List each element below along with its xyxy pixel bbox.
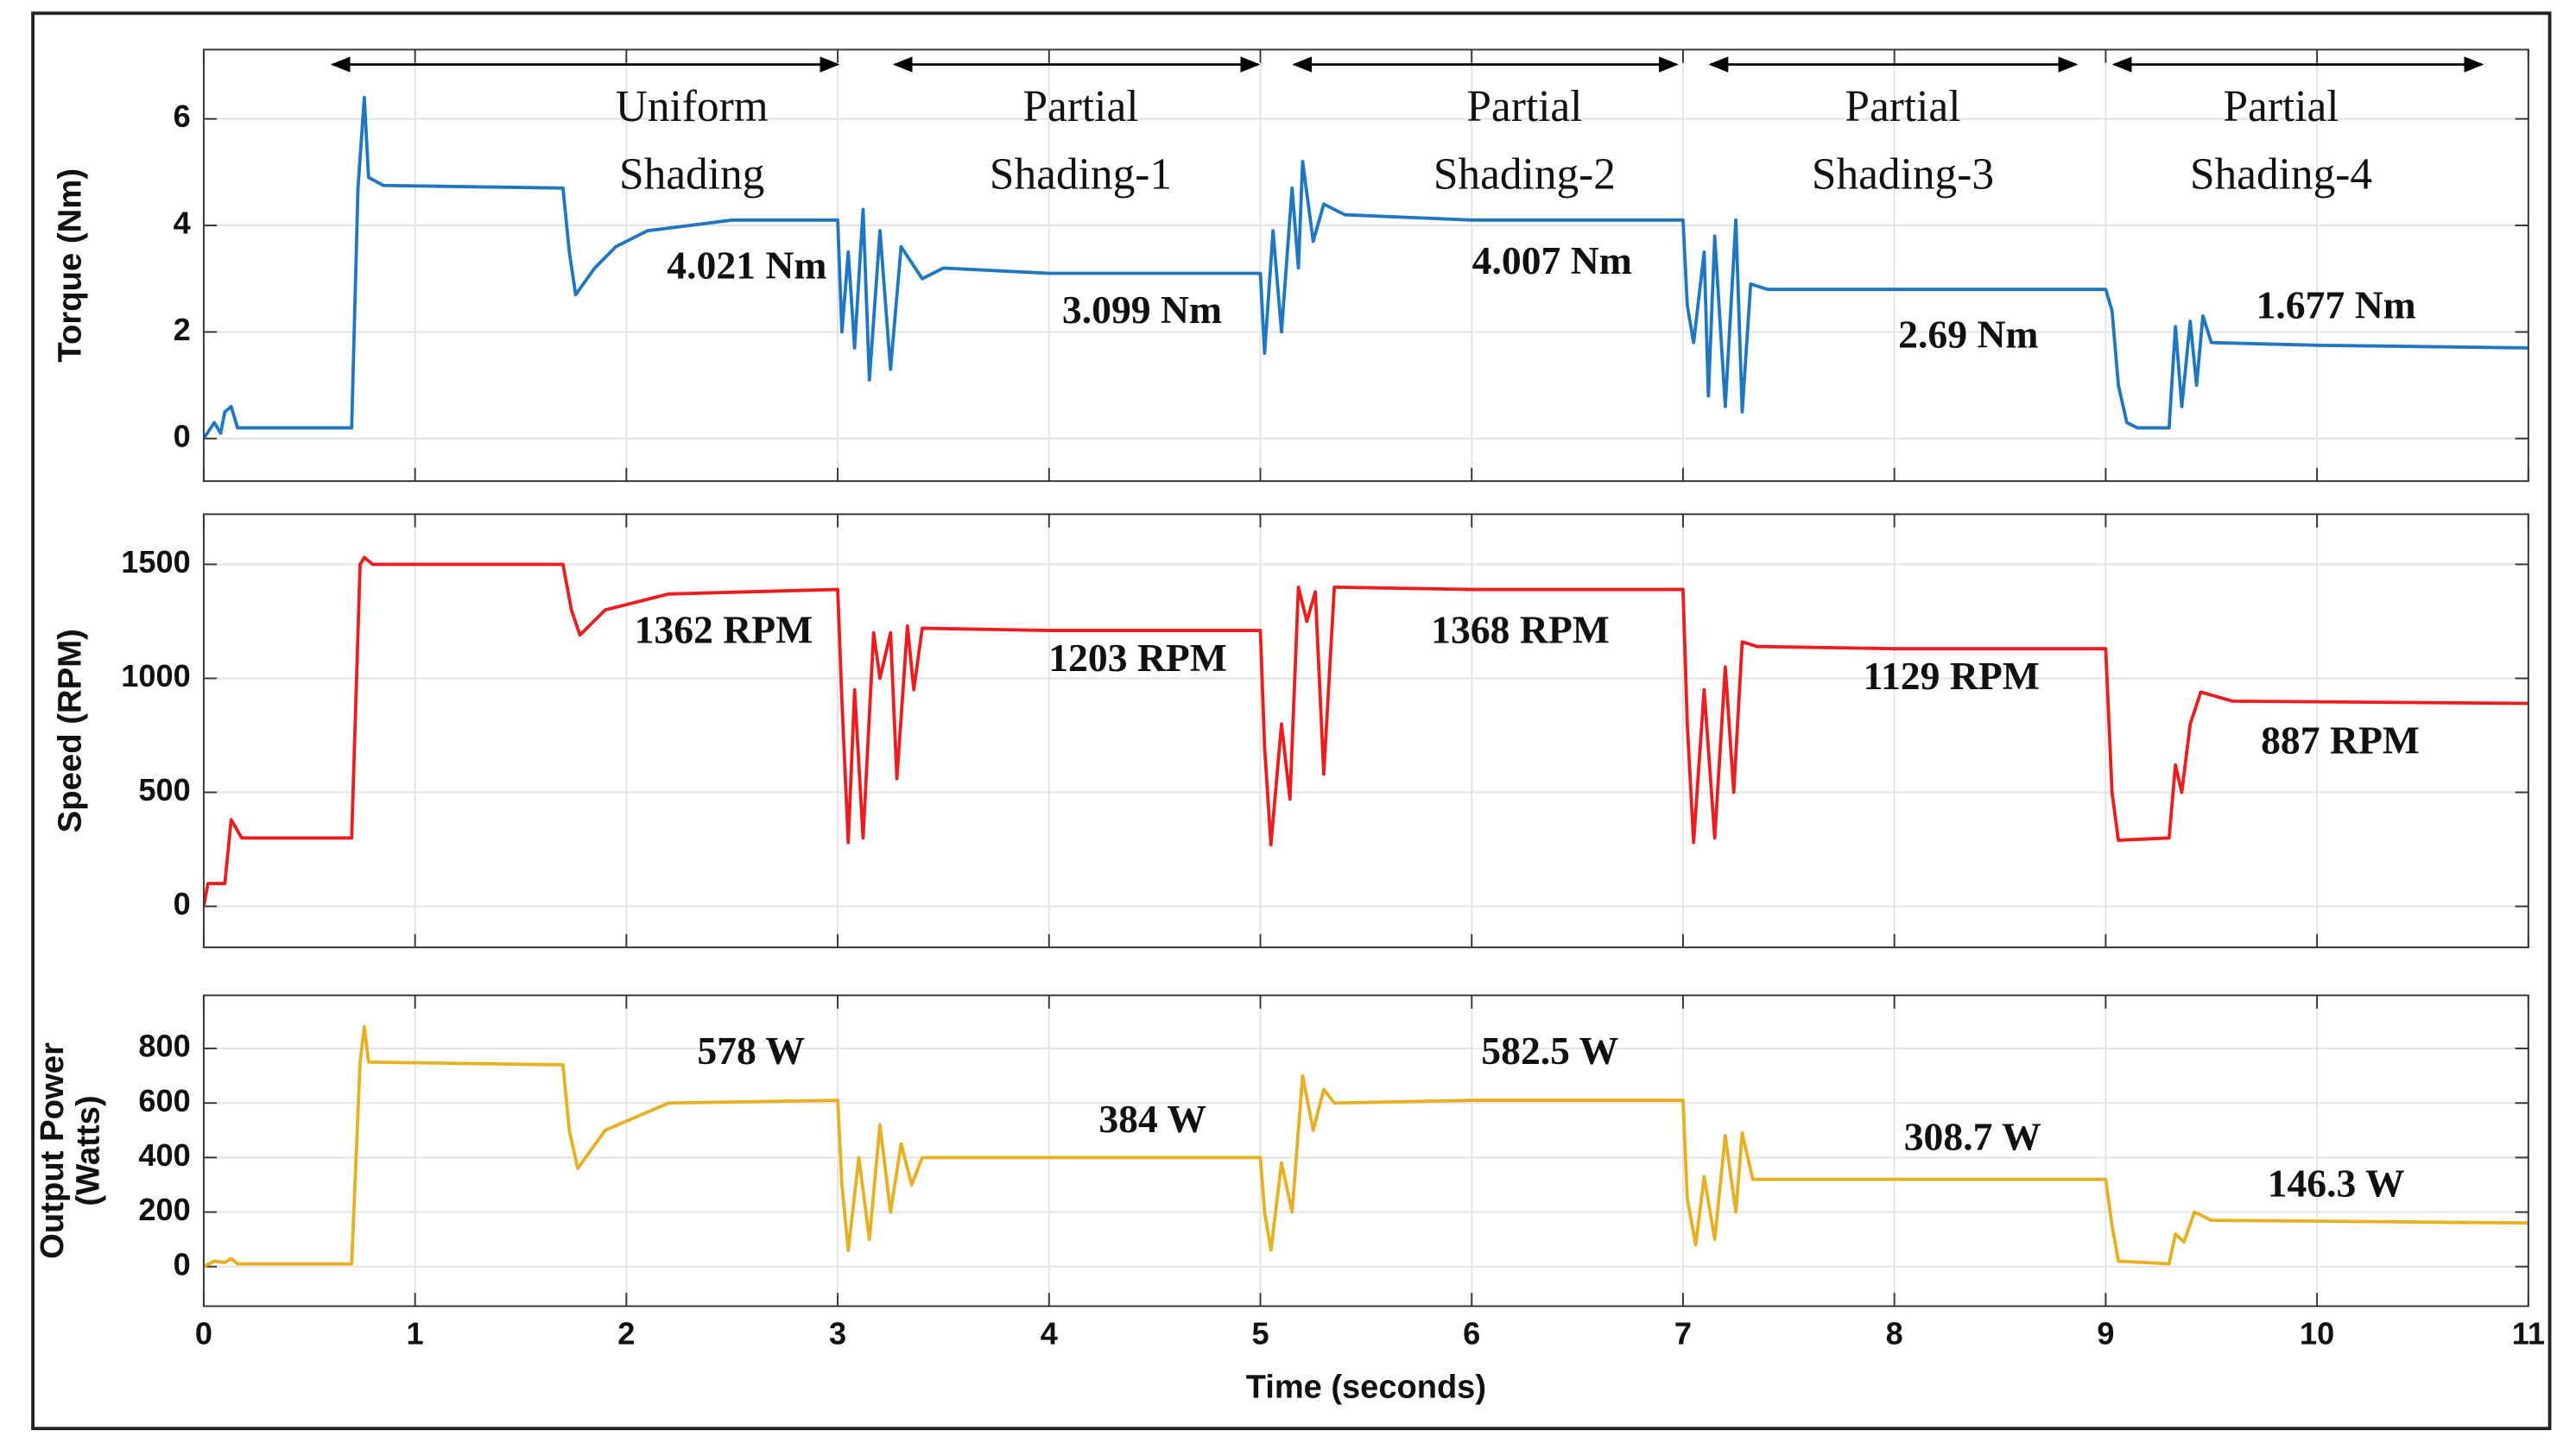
annotation: 4.007 Nm (1472, 238, 1632, 282)
x-tick-label: 8 (1886, 1315, 1903, 1351)
x-tick-label: 3 (829, 1315, 846, 1351)
region-label: Shading (619, 149, 764, 199)
y-tick-label: 6 (174, 98, 191, 134)
y-tick-label: 1000 (121, 658, 190, 693)
y-tick-label: 2 (174, 312, 191, 347)
region-label: Shading-4 (2190, 149, 2372, 199)
annotation: 887 RPM (2261, 718, 2420, 762)
region-label: Partial (1466, 82, 1582, 131)
x-tick-label: 9 (2097, 1315, 2114, 1351)
y-tick-label: 500 (138, 772, 190, 807)
axes-frame (202, 48, 2529, 483)
y-tick-label: 1500 (121, 544, 190, 579)
y-tick-label: 400 (138, 1137, 190, 1173)
subplot: 0 1 2 3 4 5 6 7 8 9 10 11 0 200 400 600 800 Output Power(… (34, 994, 2545, 1405)
x-tick-label: 2 (617, 1315, 635, 1351)
y-tick-label: 0 (174, 886, 191, 921)
subplot: 0 2 4 6 Torque (Nm) 4.021 Nm 3.099 Nm 4.007 Nm 2… (52, 48, 2529, 483)
data-line (203, 96, 2529, 440)
region-label: Shading-3 (1812, 149, 1994, 199)
axes-frame (202, 513, 2529, 948)
y-axis-label: Speed (RPM) (52, 629, 89, 833)
region-label: Shading-2 (1434, 149, 1616, 199)
y-tick-label: 0 (174, 418, 191, 453)
annotation: 1362 RPM (635, 607, 813, 651)
data-line (203, 555, 2529, 907)
annotation: 1203 RPM (1048, 636, 1227, 680)
annotation: 308.7 W (1904, 1115, 2041, 1159)
data-line (203, 1024, 2529, 1269)
region-label: Partial (1022, 82, 1138, 131)
y-tick-label: 200 (138, 1192, 190, 1227)
region-label: Partial (1845, 82, 1960, 131)
y-tick-label: 800 (138, 1029, 190, 1064)
region-label: Shading-1 (990, 149, 1172, 199)
y-axis-label: Torque (Nm) (52, 168, 89, 363)
region-label: Uniform (616, 82, 769, 131)
x-tick-label: 5 (1251, 1315, 1269, 1351)
y-tick-label: 0 (174, 1246, 191, 1282)
x-tick-label: 0 (195, 1315, 212, 1351)
annotation: 1129 RPM (1864, 654, 2040, 698)
annotation: 582.5 W (1481, 1029, 1618, 1073)
y-tick-label: 4 (174, 206, 191, 241)
x-tick-label: 10 (2300, 1315, 2334, 1351)
annotation: 1.677 Nm (2256, 282, 2416, 326)
annotation: 2.69 Nm (1898, 312, 2038, 356)
x-tick-label: 6 (1463, 1315, 1480, 1351)
region-label: Partial (2223, 82, 2339, 131)
annotation: 3.099 Nm (1062, 288, 1222, 332)
y-tick-label: 600 (138, 1083, 190, 1118)
subplot: 0 500 1000 1500 Speed (RPM) 1362 RPM 1203 RPM 1… (52, 513, 2529, 948)
outer-border (31, 11, 2552, 1431)
axes-frame (202, 994, 2529, 1308)
x-tick-label: 7 (1674, 1315, 1692, 1351)
x-tick-label: 4 (1041, 1315, 1058, 1351)
x-tick-label: 1 (407, 1315, 424, 1351)
y-axis-label: Output Power (34, 1042, 71, 1259)
y-axis-label: (Watts) (70, 1095, 107, 1206)
x-axis-label: Time (seconds) (1246, 1368, 1486, 1405)
x-tick-label: 11 (2512, 1315, 2545, 1351)
annotation: 146.3 W (2268, 1161, 2405, 1205)
annotation: 384 W (1098, 1097, 1206, 1141)
annotation: 1368 RPM (1431, 607, 1610, 651)
annotation: 4.021 Nm (667, 244, 826, 288)
annotation: 578 W (697, 1029, 805, 1073)
